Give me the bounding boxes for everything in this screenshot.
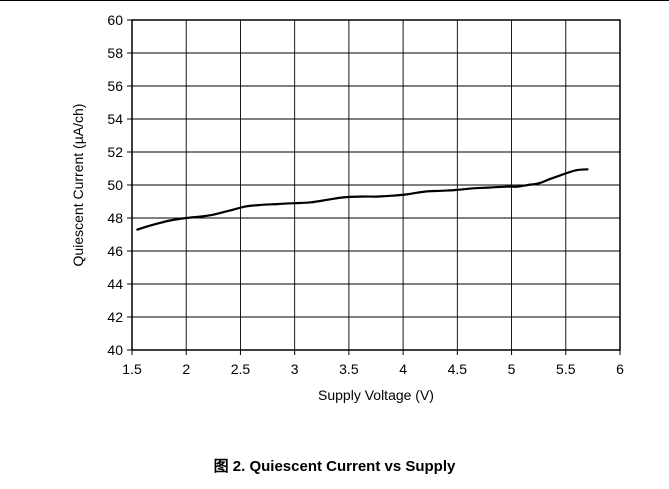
y-tick-label: 50 xyxy=(107,177,123,193)
series-layer xyxy=(136,168,589,231)
tick-layer: 1.5 2 2.5 3 3.5 4 4.5 5 5.5 6 40 42 44 46 48 50 52 54 56 58… xyxy=(107,12,624,377)
y-tick-label: 44 xyxy=(107,276,123,292)
x-tick-label: 3 xyxy=(291,361,299,377)
y-tick-label: 42 xyxy=(107,309,123,325)
x-tick-label: 3.5 xyxy=(339,361,359,377)
grid-layer xyxy=(132,20,620,350)
y-tick-label: 52 xyxy=(107,144,123,160)
y-tick-label: 40 xyxy=(107,342,123,358)
figure-caption: 图 2. Quiescent Current vs Supply xyxy=(213,458,456,475)
x-axis-label: Supply Voltage (V) xyxy=(318,387,434,403)
series-line xyxy=(136,168,589,231)
x-tick-label: 5.5 xyxy=(556,361,576,377)
y-tick-label: 46 xyxy=(107,243,123,259)
x-tick-label: 1.5 xyxy=(122,361,142,377)
x-tick-label: 4 xyxy=(399,361,407,377)
quiescent-current-chart: 1.5 2 2.5 3 3.5 4 4.5 5 5.5 6 40 42 44 46 48 50 52 54 56 58… xyxy=(70,12,624,403)
y-tick-label: 54 xyxy=(107,111,123,127)
y-tick-label: 56 xyxy=(107,78,123,94)
y-tick-label: 58 xyxy=(107,45,123,61)
x-tick-label: 4.5 xyxy=(448,361,468,377)
top-rule xyxy=(0,0,669,1)
x-tick-label: 2.5 xyxy=(231,361,251,377)
y-axis-label: Quiescent Current (µA/ch) xyxy=(70,104,86,267)
x-tick-label: 5 xyxy=(508,361,516,377)
x-tick-label: 2 xyxy=(182,361,190,377)
y-tick-label: 60 xyxy=(107,12,123,28)
x-tick-label: 6 xyxy=(616,361,624,377)
y-tick-label: 48 xyxy=(107,210,123,226)
